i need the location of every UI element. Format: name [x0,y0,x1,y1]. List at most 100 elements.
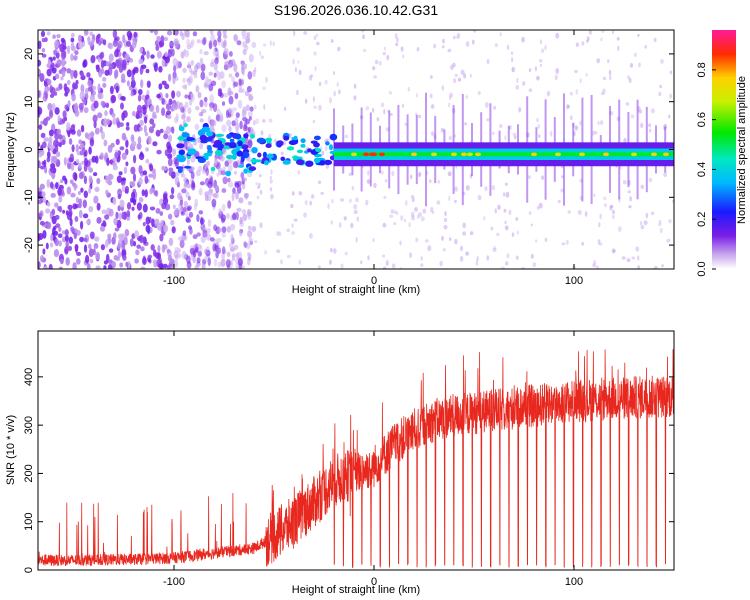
noise-blob [70,42,75,51]
noise-blob [131,140,137,147]
noise-blob [76,251,82,256]
faint-blob [360,260,363,265]
noise-blob [179,199,184,206]
noise-blob [156,50,163,59]
faint-blob [333,248,337,254]
noise-blob [55,223,61,228]
noise-blob [138,89,143,95]
faint-blob [254,104,257,110]
noise-blob [202,37,207,46]
noise-blob [68,245,72,251]
noise-blob [200,71,206,81]
noise-blob [104,69,110,76]
noise-blob [148,173,154,178]
faint-blob [447,48,452,53]
faint-blob [324,79,328,85]
noise-blob [112,117,117,125]
faint-blob [314,66,317,72]
noise-blob [76,129,82,137]
faint-blob [401,103,405,108]
noise-blob [172,204,176,209]
faint-blob [640,224,645,230]
faint-blob [389,214,394,218]
noise-blob [146,50,150,60]
noise-blob [39,165,46,170]
noise-blob [97,112,103,119]
noise-blob [47,151,51,159]
faint-blob [350,222,354,229]
faint-blob [252,119,256,126]
faint-blob [329,248,333,253]
noise-blob [87,79,92,87]
noise-blob [234,182,240,188]
noise-blob [149,30,154,33]
noise-blob [233,170,238,175]
noise-blob [104,110,108,117]
noise-blob [203,96,208,103]
faint-blob [449,237,452,242]
faint-blob [668,219,672,224]
noise-blob [38,124,43,130]
faint-blob [657,222,662,227]
noise-blob [112,161,117,167]
faint-blob [254,67,257,73]
faint-blob [411,215,415,221]
faint-blob [640,122,644,129]
faint-blob [255,118,259,125]
noise-blob [178,207,183,213]
noise-blob [70,53,74,62]
noise-blob [155,129,161,137]
transition-blob [250,133,255,139]
transition-blob [241,144,249,150]
faint-blob [259,222,263,229]
faint-blob [660,58,664,64]
noise-blob [50,192,56,198]
noise-blob [230,233,234,242]
noise-blob [75,79,79,85]
noise-blob [153,249,157,257]
noise-blob [106,157,110,166]
noise-blob [193,203,198,211]
noise-blob [79,236,85,243]
noise-blob [122,110,128,118]
noise-blob [109,174,114,180]
faint-blob [492,131,495,136]
noise-blob [235,71,240,78]
faint-blob [561,242,566,246]
noise-blob [115,85,119,94]
faint-blob [554,74,558,81]
faint-blob [518,107,522,113]
carrier-peak [351,152,357,157]
noise-blob [48,263,53,269]
noise-blob [70,71,74,80]
transition-blob [310,140,318,144]
faint-blob [604,203,607,208]
noise-blob [114,227,120,232]
faint-blob [304,200,308,206]
faint-blob [315,33,319,38]
noise-blob [41,141,47,149]
noise-blob [209,237,215,242]
colorbar-label: Normalized spectral amplitude [736,76,748,224]
transition-blob [276,140,284,147]
noise-blob [242,35,248,40]
noise-blob [55,182,59,190]
transition-blob [177,155,186,163]
transition-blob [296,159,305,166]
noise-blob [191,179,195,189]
noise-blob [216,108,221,115]
noise-blob [235,122,240,132]
faint-blob [380,170,384,175]
noise-blob [218,228,223,233]
noise-blob [231,192,235,202]
noise-blob [130,91,134,97]
noise-blob [209,105,213,112]
faint-blob [612,249,616,253]
noise-blob [107,264,113,269]
noise-blob [217,261,222,268]
faint-blob [651,108,655,114]
faint-blob [600,37,603,42]
noise-blob [80,143,84,149]
faint-blob [308,75,313,81]
noise-blob [181,250,187,260]
